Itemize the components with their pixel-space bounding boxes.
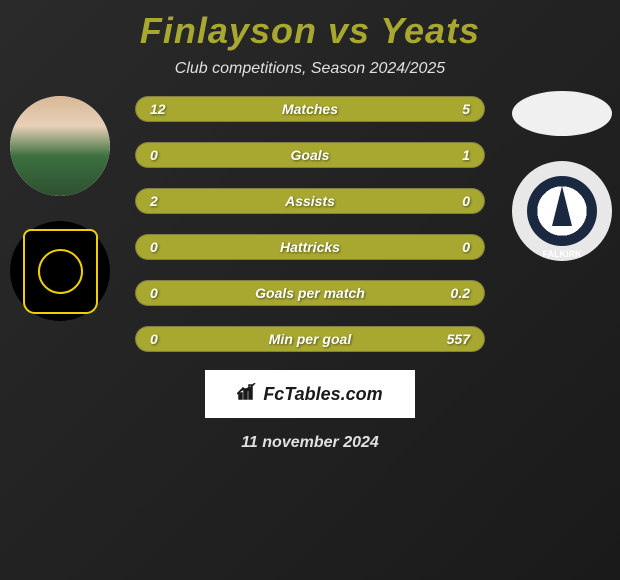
stat-label: Hattricks xyxy=(136,239,484,255)
subtitle: Club competitions, Season 2024/2025 xyxy=(175,60,445,78)
stat-row: 01Goals xyxy=(135,142,485,168)
stat-label: Goals per match xyxy=(136,285,484,301)
date-text: 11 november 2024 xyxy=(241,434,379,452)
livingston-shield xyxy=(23,229,98,314)
stat-label: Min per goal xyxy=(136,331,484,347)
page-title: Finlayson vs Yeats xyxy=(140,10,480,52)
livingston-logo-icon xyxy=(38,249,83,294)
player1-column xyxy=(10,96,110,321)
stat-row: 125Matches xyxy=(135,96,485,122)
main-container: Finlayson vs Yeats Club competitions, Se… xyxy=(0,0,620,462)
content-area: FALKIRK 125Matches 01Goals 20Assists 00Hatt… xyxy=(0,96,620,352)
stat-label: Matches xyxy=(136,101,484,117)
falkirk-logo-icon xyxy=(527,176,597,246)
player2-club-badge: FALKIRK xyxy=(512,161,612,261)
stat-row: 0557Min per goal xyxy=(135,326,485,352)
steeple-icon xyxy=(552,186,572,226)
stat-label: Assists xyxy=(136,193,484,209)
chart-icon xyxy=(237,383,257,406)
player2-column: FALKIRK xyxy=(512,91,612,261)
stats-list: 125Matches 01Goals 20Assists 00Hattricks 00.… xyxy=(135,96,485,352)
brand-text: FcTables.com xyxy=(263,384,382,405)
falkirk-label: FALKIRK xyxy=(543,249,582,259)
stat-row: 20Assists xyxy=(135,188,485,214)
stat-label: Goals xyxy=(136,147,484,163)
player1-club-badge xyxy=(10,221,110,321)
player2-avatar xyxy=(512,91,612,136)
brand-box[interactable]: FcTables.com xyxy=(205,370,415,418)
player1-avatar xyxy=(10,96,110,196)
stat-row: 00.2Goals per match xyxy=(135,280,485,306)
stat-row: 00Hattricks xyxy=(135,234,485,260)
player1-photo xyxy=(10,96,110,196)
